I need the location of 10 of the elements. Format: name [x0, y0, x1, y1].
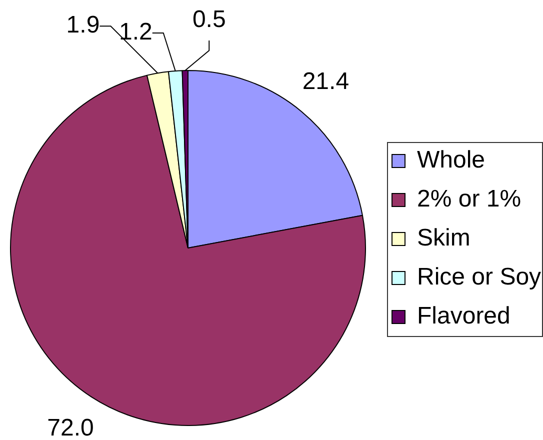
legend-label: Whole — [417, 146, 486, 174]
data-label: 21.4 — [302, 68, 350, 95]
legend-label: Skim — [417, 224, 470, 252]
data-label: 0.5 — [192, 6, 226, 34]
data-label: 1.9 — [66, 12, 100, 39]
legend-label: Rice or Soy — [417, 264, 542, 291]
legend-label: Flavored — [417, 302, 510, 330]
data-label: 1.2 — [118, 18, 152, 46]
legend-label: 2% or 1% — [417, 186, 522, 213]
data-label: 72.0 — [47, 414, 94, 440]
